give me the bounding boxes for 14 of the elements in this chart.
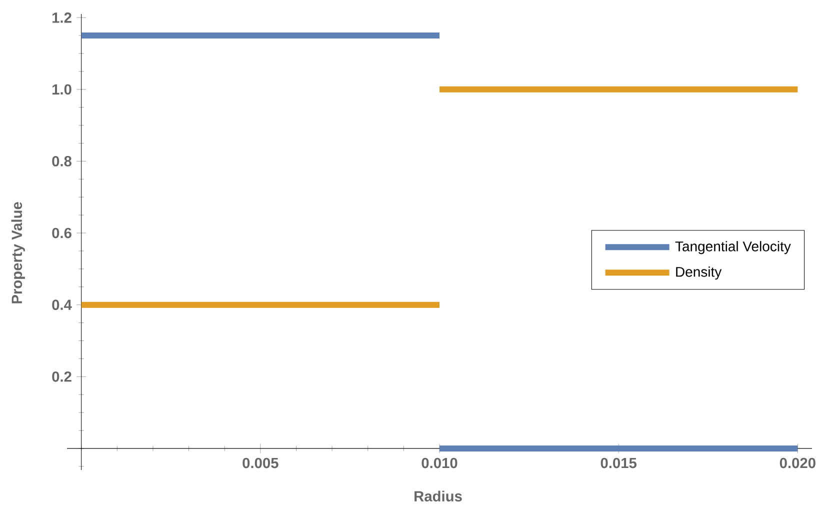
x-tick-label: 0.015 (600, 458, 637, 468)
y-tick-label: 0.2 (52, 371, 72, 382)
y-tick-label: 1.2 (52, 12, 72, 23)
x-axis-title: Radius (414, 490, 462, 502)
x-tick-label: 0.005 (242, 458, 278, 468)
x-tick-label: 0.010 (422, 458, 458, 468)
y-tick-label: 1.0 (52, 84, 72, 95)
y-axis-title: Property Value (11, 202, 25, 304)
legend-label: Density (676, 266, 722, 280)
y-tick-label: 0.8 (52, 156, 72, 166)
y-tick-label: 0.4 (52, 300, 72, 310)
legend-label: Tangential Velocity (675, 241, 791, 254)
y-tick-label: 0.6 (52, 228, 72, 238)
x-tick-label: 0.020 (780, 458, 816, 468)
